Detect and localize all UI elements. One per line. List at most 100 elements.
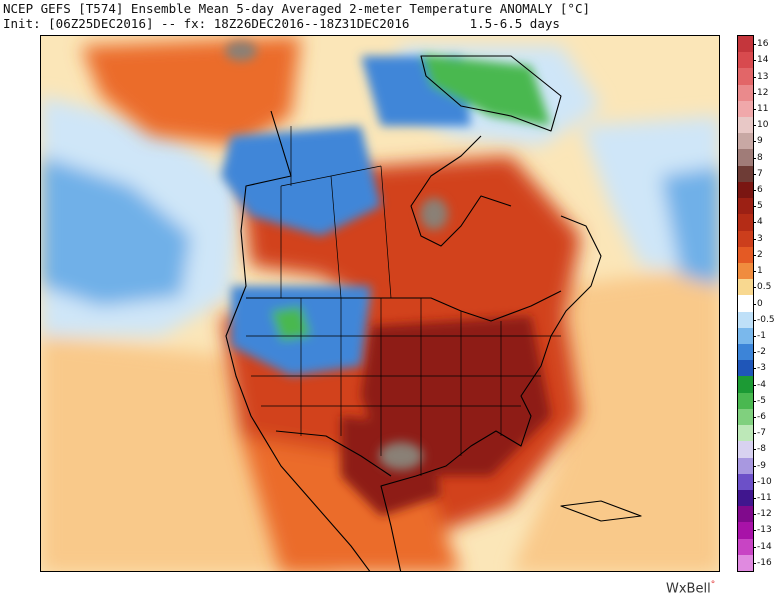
colorbar-label: 13 [757, 71, 769, 82]
greenland-very-cold [421, 54, 551, 126]
colorbar-label: 16 [757, 39, 769, 50]
colorbar-label: 4 [757, 217, 763, 228]
colorbar-tick [753, 173, 756, 175]
colorbar-label: 1 [757, 266, 763, 277]
colorbar-tick [753, 546, 756, 548]
colorbar-tick [753, 287, 756, 289]
colorbar-cell [738, 376, 753, 394]
colorbar-label: -12 [757, 509, 772, 520]
colorbar-label: -3 [757, 363, 766, 374]
colorbar-cell [738, 165, 753, 183]
colorbar-tick [753, 562, 756, 564]
colorbar-label: -8 [757, 444, 766, 455]
colorbar-cell [738, 506, 753, 523]
north-atlantic-cold [661, 166, 719, 286]
colorbar-cell [738, 84, 753, 102]
colorbar-label: 8 [757, 152, 763, 163]
colorbar-cell [738, 181, 753, 199]
texas-extreme-spot [379, 442, 423, 470]
colorbar-tick [753, 92, 756, 94]
colorbar-label: 5 [757, 201, 763, 212]
colorbar-label: 9 [757, 136, 763, 147]
colorbar-label: 2 [757, 249, 763, 260]
colorbar-cell [738, 279, 753, 296]
colorbar-label: -14 [757, 541, 772, 552]
colorbar-tick [753, 44, 756, 46]
colorbar-cell [738, 230, 753, 248]
colorbar-cell [738, 52, 753, 69]
colorbar-label: -2 [757, 347, 766, 358]
colorbar-tick [753, 60, 756, 62]
colorbar-cell [738, 327, 753, 345]
colorbar-cell [738, 246, 753, 264]
colorbar-cell [738, 408, 753, 426]
colorbar-tick [753, 303, 756, 305]
colorbar-tick [753, 238, 756, 240]
colorbar-label: -6 [757, 411, 766, 422]
cuba-outline [560, 500, 642, 522]
colorbar-tick [753, 157, 756, 159]
colorbar-label: 6 [757, 185, 763, 195]
colorbar-cell [738, 262, 753, 280]
colorbar-label: 0.5 [757, 282, 772, 293]
colorbar-tick [753, 368, 756, 370]
colorbar-label: 0 [757, 298, 763, 309]
forecast-init-line: Init: [06Z25DEC2016] -- fx: 18Z26DEC2016… [3, 16, 560, 31]
colorbar-tick [753, 254, 756, 256]
colorbar-tick [753, 449, 756, 451]
colorbar-label: -13 [757, 525, 772, 536]
colorbar-cell [738, 425, 753, 442]
colorbar-cell [738, 360, 753, 377]
greenland-coast [420, 55, 562, 132]
colorbar-tick [753, 319, 756, 321]
colorbar-tick [753, 514, 756, 516]
political-borders [225, 55, 642, 571]
colorbar-tick [753, 335, 756, 337]
colorbar-label: -5 [757, 395, 766, 406]
colorbar-tick [753, 271, 756, 273]
colorbar-cell [738, 149, 753, 167]
colorbar-cell [738, 295, 753, 313]
colorbar-label: -10 [757, 476, 772, 487]
colorbar-tick [753, 206, 756, 208]
north-america-coastline [225, 110, 602, 571]
colorbar-cell [738, 489, 753, 507]
colorbar-cell [738, 441, 753, 458]
colorbar-tick [753, 125, 756, 127]
colorbar-label: -9 [757, 460, 766, 471]
colorbar-label: 12 [757, 87, 769, 98]
colorbar-cell [738, 214, 753, 232]
colorbar-label: -16 [757, 557, 772, 568]
colorbar-label: -11 [757, 493, 772, 504]
western-canada-cold [221, 126, 381, 236]
colorbar-tick [753, 416, 756, 418]
colorbar-cell [738, 344, 753, 361]
colorbar-tick [753, 352, 756, 354]
colorbar-label: -0.5 [757, 314, 775, 325]
colorbar-tick [753, 76, 756, 78]
canada-province-lines [280, 126, 392, 299]
colorbar-tick [753, 384, 756, 386]
colorbar-cell [738, 392, 753, 410]
colorbar-tick [753, 530, 756, 532]
alaska-warm [81, 36, 301, 146]
colorbar-cell [738, 473, 753, 491]
colorbar-label: -1 [757, 330, 766, 341]
wxbell-logo-mark: ° [710, 580, 716, 590]
colorbar-label: -4 [757, 379, 766, 390]
temperature-colorbar [737, 35, 754, 572]
colorbar-cell [738, 68, 753, 86]
colorbar-label: 7 [757, 168, 763, 179]
anomaly-map [40, 35, 720, 572]
colorbar-tick [753, 190, 756, 191]
colorbar-cell [738, 311, 753, 329]
hudson-bay-extreme-spot [420, 198, 448, 230]
colorbar-tick [753, 222, 756, 224]
wxbell-logo: WxBell° [666, 580, 716, 597]
colorbar-tick [753, 141, 756, 143]
colorbar-cell [738, 554, 753, 572]
colorbar-cell [738, 457, 753, 475]
colorbar-tick [753, 481, 756, 483]
alaska-extreme-spot [225, 41, 257, 61]
colorbar-cell [738, 538, 753, 556]
